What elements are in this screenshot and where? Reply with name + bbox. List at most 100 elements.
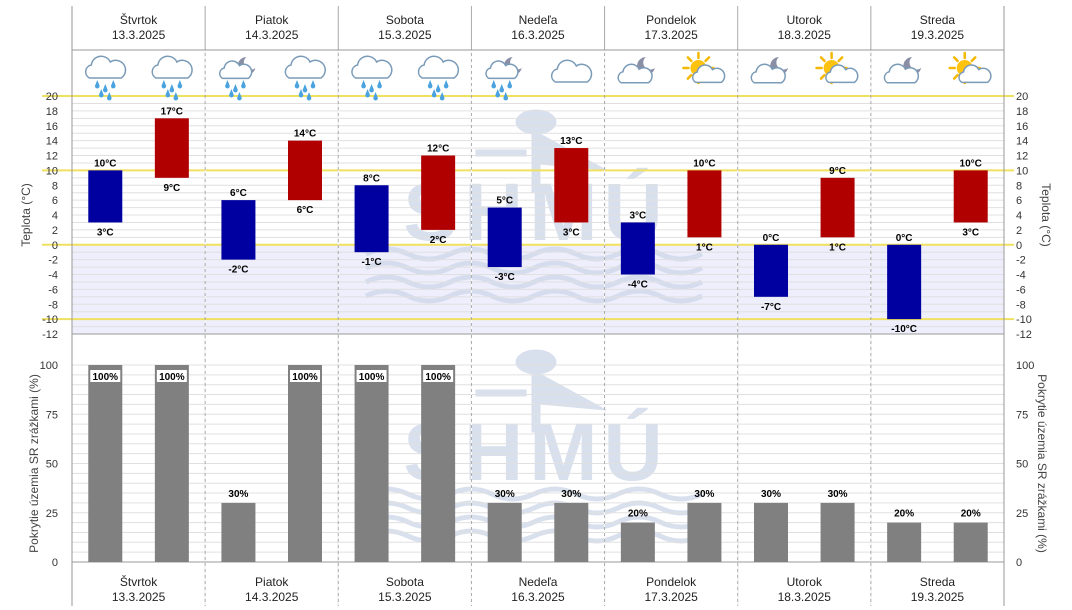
coverage-label: 100% (425, 372, 451, 383)
temperature-max-label: 6°C (230, 188, 247, 199)
rain-drop (237, 92, 242, 101)
temp-tick-label-left: -10 (42, 314, 58, 326)
temp-tick-label-left: 12 (46, 151, 58, 163)
temperature-min-label: 3°C (97, 227, 114, 238)
temp-tick-label-right: -4 (1016, 270, 1026, 282)
temp-tick-label-left: 4 (52, 210, 58, 222)
temperature-max-label: 10°C (960, 158, 982, 169)
cloud-icon (550, 59, 593, 83)
day-name: Štvrtok (120, 574, 158, 589)
temperature-max-label: 10°C (693, 158, 715, 169)
temperature-max-label: 0°C (763, 233, 780, 244)
temp-tick-label-right: -2 (1016, 255, 1026, 267)
temperature-bar (620, 222, 655, 275)
rain-cloud-icon (351, 55, 393, 101)
coverage-bar (620, 522, 655, 562)
temperature-min-label: -4°C (628, 280, 648, 291)
rain-drop (177, 80, 183, 89)
coverage-bar (354, 365, 389, 562)
temperature-bar (221, 200, 256, 260)
temperature-bar (354, 185, 389, 253)
watermark-wave (364, 500, 704, 516)
coverage-label: 100% (92, 372, 118, 383)
rain-cloud-icon (84, 55, 127, 101)
rain-cloud-icon (151, 55, 193, 101)
sun-ray (704, 56, 711, 63)
temp-tick-label-left: 8 (52, 180, 58, 192)
day-date: 17.3.2025 (644, 590, 698, 604)
coverage-tick-label-left: 75 (46, 409, 58, 421)
watermark-wave (364, 288, 704, 304)
coverage-label: 30% (561, 489, 581, 500)
cloud-shape (750, 63, 786, 84)
sun-ray (952, 56, 959, 63)
temperature-bar (288, 140, 322, 201)
sun-ray (819, 73, 826, 80)
cloud-shape (617, 63, 653, 84)
coverage-bar (687, 502, 722, 562)
cloud-shape (825, 64, 859, 84)
temp-tick-label-right: 10 (1016, 165, 1028, 177)
day-name: Piatok (255, 13, 289, 27)
coverage-tick-label-right: 50 (1016, 459, 1028, 471)
temperature-bar (487, 207, 522, 268)
coverage-label: 30% (694, 489, 714, 500)
day-date: 17.3.2025 (644, 28, 698, 42)
day-name: Pondelok (646, 13, 697, 27)
temp-tick-label-right: 12 (1016, 151, 1028, 163)
temp-tick-label-left: -8 (48, 299, 58, 311)
temp-tick-label-left: -2 (48, 255, 58, 267)
temperature-min-label: 3°C (962, 227, 979, 238)
coverage-tick-label-right: 0 (1016, 557, 1022, 569)
temp-tick-label-left: -4 (48, 270, 58, 282)
sun-ray (837, 56, 844, 63)
coverage-bar (887, 522, 922, 562)
coverage-bar (88, 365, 123, 562)
day-name: Utorok (787, 13, 823, 27)
coverage-label-bg (156, 370, 187, 382)
temp-tick-label-right: 14 (1016, 136, 1028, 148)
temp-tick-label-left: -12 (42, 329, 58, 341)
day-name: Sobota (386, 575, 424, 589)
coverage-label-bg (356, 370, 387, 382)
watermark-wave (364, 514, 704, 530)
temperature-min-label: -7°C (761, 302, 781, 313)
rain-drop (165, 89, 171, 98)
day-date: 18.3.2025 (778, 590, 832, 604)
day-name: Nedeľa (519, 13, 558, 27)
rain-drop (102, 84, 108, 93)
rain-cloud-icon (417, 55, 460, 101)
temperature-min-label: 1°C (829, 242, 846, 253)
sun-ray (970, 56, 977, 63)
rain-drop (373, 92, 378, 101)
rain-drop (173, 92, 179, 101)
rain-drop (229, 89, 234, 98)
temperature-bar (754, 244, 788, 297)
coverage-label: 100% (292, 372, 318, 383)
temperature-max-label: 14°C (294, 129, 316, 140)
day-date: 14.3.2025 (245, 590, 299, 604)
temp-tick-label-left: 6 (52, 195, 58, 207)
day-name: Streda (920, 575, 956, 589)
moon-cloud-icon (750, 57, 788, 84)
temperature-max-label: 17°C (161, 106, 183, 117)
day-date: 16.3.2025 (511, 590, 565, 604)
temperature-bar (554, 148, 589, 223)
rain-drop (495, 89, 501, 98)
cloud-shape (218, 60, 253, 80)
rain-drop (225, 80, 230, 89)
temperature-max-label: 0°C (896, 233, 913, 244)
coverage-bar (754, 502, 788, 562)
data-labels: 10°C 3°C 6°C -2°C 8°C -1°C 5°C -3°C 3°C -4°C 0°C -7… (90, 106, 982, 520)
sun-ray (819, 56, 826, 63)
temp-tick-label-right: -10 (1016, 314, 1032, 326)
sun-ray (686, 73, 693, 80)
coverage-label: 20% (628, 509, 648, 520)
day-name: Streda (920, 13, 956, 27)
bars (88, 118, 988, 562)
day-date: 13.3.2025 (112, 590, 166, 604)
temperature-bar (88, 170, 123, 223)
rain-drop (427, 80, 433, 89)
temperature-min-label: 1°C (696, 242, 713, 253)
